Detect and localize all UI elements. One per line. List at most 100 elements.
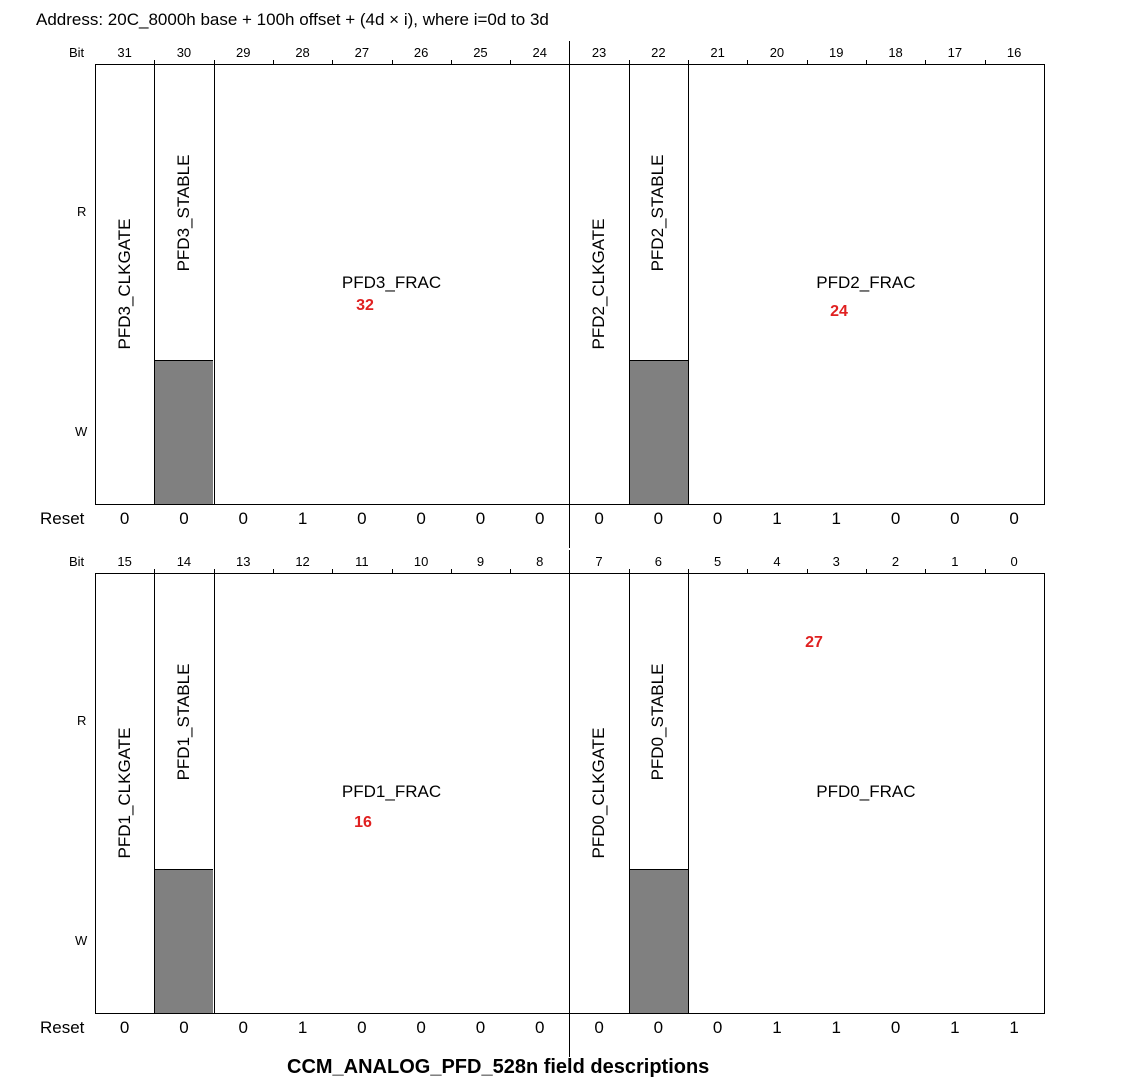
reset-value: 0	[950, 509, 960, 528]
bit-number: 11	[355, 554, 369, 569]
field-divider	[214, 573, 215, 1014]
header-tick	[985, 569, 986, 573]
reset-value: 0	[890, 1018, 901, 1037]
reset-value: 0	[179, 509, 189, 528]
reserved-write-area	[630, 360, 688, 504]
header-tick	[807, 569, 808, 573]
header-tick	[214, 569, 215, 573]
reset-value: 1	[297, 509, 308, 528]
write-label: W	[75, 933, 88, 948]
header-tick	[273, 60, 274, 64]
clkgate-field-label: PFD2_CLKGATE	[589, 218, 609, 350]
bit-number: 19	[829, 45, 844, 60]
bit-number: 14	[176, 554, 192, 569]
header-tick	[332, 569, 333, 573]
read-label: R	[77, 713, 87, 728]
reset-label: Reset	[40, 509, 85, 528]
reset-label: Reset	[40, 1018, 85, 1037]
bit-label: Bit	[69, 554, 85, 569]
reset-value: 1	[772, 1018, 782, 1037]
reserved-write-area	[630, 869, 688, 1013]
reset-value: 0	[653, 1018, 664, 1037]
header-tick	[332, 60, 333, 64]
bit-number: 5	[714, 554, 722, 569]
field-divider	[154, 573, 155, 1014]
reset-value: 1	[831, 1018, 841, 1037]
half-divider	[569, 550, 570, 1057]
frac-field-label: PFD3_FRAC	[341, 273, 442, 292]
header-tick	[154, 60, 155, 64]
bit-number: 1	[951, 554, 959, 569]
half-divider	[569, 41, 570, 548]
bit-number: 16	[1006, 45, 1022, 60]
bit-number: 28	[295, 45, 310, 60]
header-tick	[629, 569, 630, 573]
header-tick	[747, 569, 748, 573]
reset-value: 0	[890, 509, 901, 528]
bit-number: 18	[888, 45, 903, 60]
reset-value: 0	[535, 509, 545, 528]
bit-number: 29	[236, 45, 251, 60]
header-tick	[925, 60, 926, 64]
clkgate-field-label: PFD0_CLKGATE	[589, 727, 609, 859]
header-tick	[747, 60, 748, 64]
header-tick	[510, 60, 511, 64]
reset-value: 0	[594, 1018, 604, 1037]
header-tick	[451, 569, 452, 573]
reset-value: 0	[357, 509, 367, 528]
header-tick	[866, 569, 867, 573]
reset-value: 0	[535, 1018, 545, 1037]
reset-value: 0	[712, 509, 723, 528]
bit-number: 27	[354, 45, 370, 60]
bit-number: 24	[532, 45, 547, 60]
reset-value: 0	[1009, 509, 1019, 528]
bit-number: 21	[710, 45, 725, 60]
clkgate-field-label: PFD1_CLKGATE	[114, 727, 134, 859]
reset-value: 1	[1009, 1018, 1019, 1037]
bit-number: 9	[476, 554, 485, 569]
annotation-number: 27	[805, 634, 823, 651]
bit-number: 13	[236, 554, 251, 569]
write-label: W	[75, 424, 88, 439]
bit-number: 2	[891, 554, 900, 569]
bit-number: 4	[773, 554, 781, 569]
bit-number: 25	[473, 45, 488, 60]
stable-field-label: PFD1_STABLE	[173, 663, 193, 781]
field-divider	[214, 64, 215, 505]
field-divider	[629, 573, 630, 1014]
bit-number: 8	[536, 554, 544, 569]
reset-value: 0	[416, 1018, 426, 1037]
field-divider	[688, 64, 689, 505]
header-tick	[392, 60, 393, 64]
reset-value: 0	[238, 1018, 248, 1037]
bit-number: 7	[595, 554, 603, 569]
bit-number: 10	[413, 554, 429, 569]
reset-value: 1	[831, 509, 841, 528]
frac-field-label: PFD1_FRAC	[341, 782, 442, 801]
bit-number: 26	[413, 45, 429, 60]
field-divider	[629, 64, 630, 505]
bit-number: 15	[117, 554, 132, 569]
stable-field-label: PFD3_STABLE	[173, 154, 193, 272]
header-tick	[925, 569, 926, 573]
bit-number: 6	[654, 554, 662, 569]
bit-number: 23	[591, 45, 607, 60]
field-divider	[154, 64, 155, 505]
stable-field-label: PFD0_STABLE	[648, 663, 668, 781]
header-tick	[688, 60, 689, 64]
reserved-write-area	[155, 360, 213, 504]
read-label: R	[77, 204, 87, 219]
reset-value: 0	[119, 509, 130, 528]
register-box	[95, 573, 1045, 1014]
annotation-number: 16	[354, 814, 372, 831]
header-tick	[392, 569, 393, 573]
reset-value: 0	[238, 509, 248, 528]
header-tick	[214, 60, 215, 64]
reset-value: 0	[475, 509, 486, 528]
header-tick	[510, 569, 511, 573]
annotation-number: 24	[830, 303, 848, 320]
reset-value: 0	[357, 1018, 367, 1037]
reset-value: 1	[772, 509, 782, 528]
stable-field-label: PFD2_STABLE	[648, 154, 668, 272]
bit-number: 3	[832, 554, 840, 569]
